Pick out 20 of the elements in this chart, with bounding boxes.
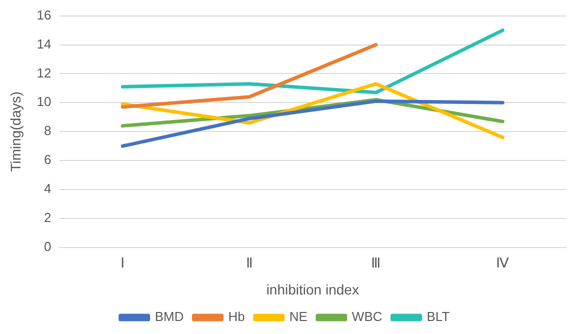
legend-label: BMD bbox=[154, 309, 184, 324]
y-tick-label: 16 bbox=[36, 7, 52, 22]
y-tick-label: 4 bbox=[44, 181, 52, 196]
x-tick-label: Ⅳ bbox=[496, 256, 510, 272]
legend-label: BLT bbox=[426, 309, 450, 324]
x-tick-label: Ⅲ bbox=[370, 256, 381, 272]
y-tick-label: 0 bbox=[44, 238, 52, 254]
x-axis-title: inhibition index bbox=[266, 281, 359, 298]
y-tick-label: 2 bbox=[44, 210, 52, 226]
y-tick-label: 10 bbox=[36, 94, 52, 110]
y-tick-label: 8 bbox=[44, 123, 52, 138]
legend-label: NE bbox=[289, 309, 308, 324]
y-tick-label: 12 bbox=[36, 65, 52, 80]
x-tick-label: Ⅱ bbox=[246, 256, 253, 272]
y-tick-label: 6 bbox=[44, 152, 52, 168]
legend-label: Hb bbox=[228, 309, 245, 324]
y-tick-label: 14 bbox=[36, 36, 52, 52]
x-tick-label: Ⅰ bbox=[120, 256, 125, 272]
y-axis-title: Timing(days) bbox=[7, 91, 24, 172]
legend-label: WBC bbox=[352, 309, 382, 324]
